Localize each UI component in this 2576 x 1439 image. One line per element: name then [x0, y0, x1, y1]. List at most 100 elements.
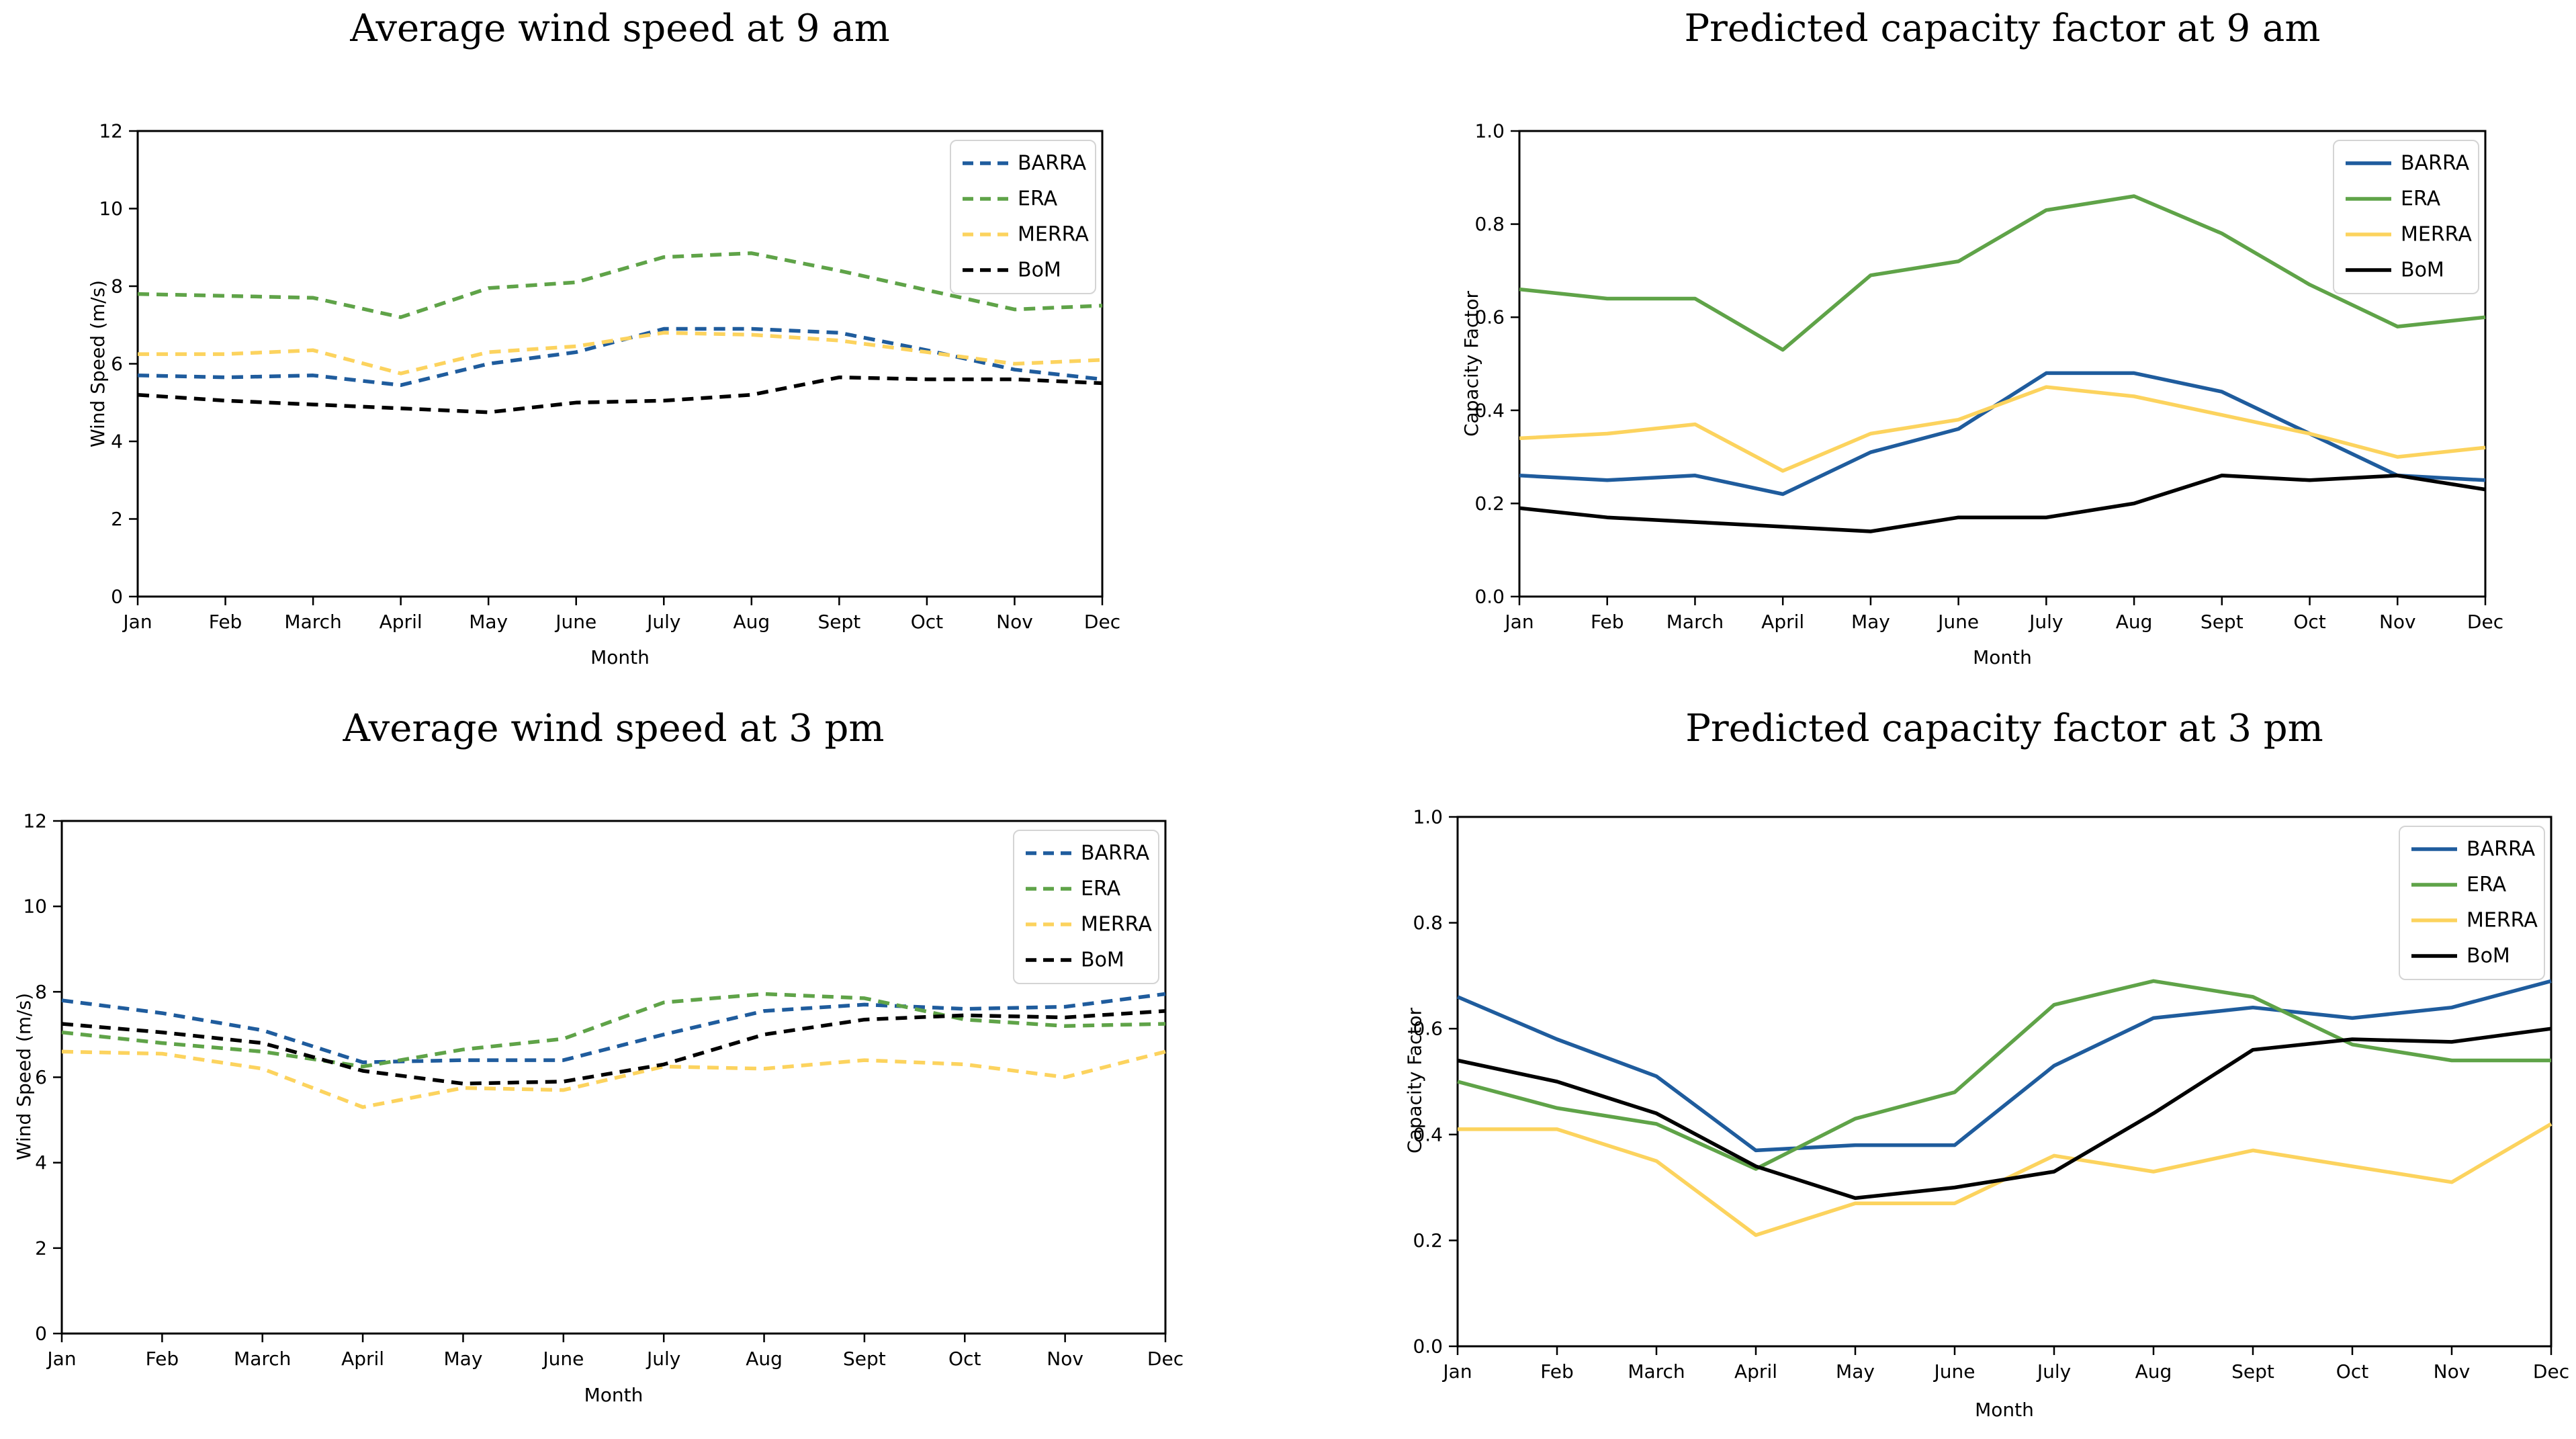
x-tick-label: Dec — [2467, 611, 2503, 633]
legend-entry-bom: BoM — [1026, 949, 1124, 972]
x-tick-label: Feb — [1540, 1360, 1574, 1383]
y-axis-title: Capacity Factor — [1460, 291, 1482, 437]
legend-label: BoM — [2467, 945, 2510, 968]
x-tick-label: Nov — [2434, 1360, 2471, 1383]
x-tick-label: Sept — [843, 1348, 886, 1370]
plot-frame — [60, 820, 1167, 1335]
legend-label: BoM — [1081, 949, 1124, 972]
legend: BARRA ERA MERRA BoM — [2333, 140, 2479, 294]
x-tick-label: March — [234, 1348, 291, 1370]
x-tick-label: July — [646, 1348, 680, 1370]
series-line-merra — [61, 1049, 1166, 1109]
series-line-barra — [1519, 371, 2486, 496]
wind-3pm-plot: Jan Feb March April May June July Aug Sept Oct Nov… — [23, 810, 1184, 1370]
x-tick-label: June — [1937, 611, 1979, 633]
x-tick-label: July — [646, 611, 680, 633]
x-axis-title: Month — [1975, 1399, 2034, 1421]
x-tick-label: Sept — [2201, 611, 2244, 633]
x-tick-label: Jan — [46, 1348, 76, 1370]
x-tick-label: Dec — [1147, 1348, 1184, 1370]
x-tick-label: May — [469, 611, 508, 633]
legend-label: BARRA — [2467, 838, 2536, 861]
legend-entry-merra: MERRA — [2411, 909, 2538, 932]
y-tick-label: 0.4 — [1474, 399, 1505, 421]
legend-entry-barra: BARRA — [2411, 838, 2536, 861]
x-tick-label: Sept — [817, 611, 860, 633]
legend-entry-barra: BARRA — [2346, 152, 2470, 175]
y-tick-label: 0.0 — [1413, 1336, 1443, 1358]
series-line-barra — [61, 992, 1166, 1064]
y-tick-label: 10 — [23, 896, 47, 918]
capacity-9am-plot: Jan Feb March April May June July Aug Sept Oct Nov… — [1474, 120, 2503, 633]
y-tick-label: 6 — [111, 353, 123, 375]
plot-frame — [1456, 816, 2552, 1348]
series-line-barra — [1456, 979, 2552, 1153]
x-tick-label: June — [1933, 1360, 1975, 1383]
x-tick-label: Jan — [1441, 1360, 1472, 1383]
series-line-bom — [1457, 1027, 2552, 1201]
x-tick-label: Jan — [122, 611, 152, 633]
series-line-era — [1519, 194, 2486, 352]
x-tick-label: Oct — [2336, 1360, 2368, 1383]
series-line-merra — [138, 331, 1103, 376]
legend-entry-era: ERA — [2346, 187, 2441, 211]
x-tick-label: May — [1836, 1360, 1875, 1383]
chart-title-capacity-9am: Predicted capacity factor at 9 am — [1684, 7, 2321, 50]
x-tick-label: Oct — [948, 1348, 981, 1370]
x-tick-label: March — [284, 611, 341, 633]
x-tick-label: Nov — [996, 611, 1033, 633]
y-tick-label: 0.2 — [1413, 1229, 1443, 1252]
y-tick-label: 0.2 — [1474, 492, 1505, 515]
legend-label: MERRA — [1018, 223, 1089, 247]
legend-label: ERA — [2401, 187, 2441, 211]
chart-panel-capacity-9am: Predicted capacity factor at 9 am Jan Feb… — [1290, 0, 2576, 699]
series-line-era — [1457, 979, 2551, 1171]
x-tick-label: June — [541, 1348, 584, 1370]
legend-entry-merra: MERRA — [1026, 913, 1152, 936]
legend: BARRA ERA MERRA BoM — [2399, 826, 2545, 980]
x-tick-label: Feb — [146, 1348, 179, 1370]
legend-label: BoM — [2401, 259, 2444, 282]
legend-label: ERA — [2467, 873, 2507, 897]
x-tick-label: Sept — [2231, 1360, 2274, 1383]
capacity-3pm-plot: Jan Feb March April May June July Aug Sept Oct Nov… — [1413, 806, 2569, 1383]
legend-entry-era: ERA — [963, 187, 1058, 211]
y-tick-label: 10 — [99, 198, 123, 220]
series-line-era — [61, 992, 1166, 1069]
y-tick-label: 8 — [35, 981, 47, 1003]
legend-box — [2399, 826, 2545, 980]
y-tick-label: 2 — [35, 1237, 47, 1259]
y-tick-label: 8 — [111, 275, 123, 298]
legend-label: BARRA — [1081, 842, 1150, 865]
chart-panel-wind-3pm: Average wind speed at 3 pm Jan Feb March Ap… — [0, 699, 1290, 1439]
y-tick-label: 4 — [111, 431, 123, 453]
legend-entry-era: ERA — [2411, 873, 2507, 897]
legend-entry-barra: BARRA — [1026, 842, 1150, 865]
y-tick-label: 1.0 — [1474, 120, 1505, 142]
x-tick-label: April — [1734, 1360, 1777, 1383]
legend-label: BARRA — [2401, 152, 2470, 175]
x-tick-label: July — [2028, 611, 2063, 633]
x-tick-label: Oct — [911, 611, 943, 633]
wind-9am-plot: Jan Feb March April May June July Aug Sept Oct Nov… — [99, 120, 1120, 633]
x-tick-label: March — [1628, 1360, 1685, 1383]
chart-panel-capacity-3pm: Predicted capacity factor at 3 pm Jan Feb… — [1290, 699, 2576, 1439]
y-tick-label: 0.0 — [1474, 586, 1505, 608]
y-tick-label: 12 — [99, 120, 123, 142]
legend-entry-bom: BoM — [2411, 945, 2510, 968]
y-tick-label: 6 — [35, 1066, 47, 1088]
x-tick-label: April — [341, 1348, 384, 1370]
legend-label: ERA — [1018, 187, 1058, 211]
x-tick-label: July — [2036, 1360, 2071, 1383]
x-tick-label: Aug — [2116, 611, 2153, 633]
legend-box — [2333, 140, 2479, 294]
chart-panel-wind-9am: Average wind speed at 9 am Jan Feb March Ap… — [0, 0, 1290, 699]
y-axis-title: Wind Speed (m/s) — [87, 279, 109, 448]
series-line-bom — [61, 1009, 1166, 1086]
chart-title-capacity-3pm: Predicted capacity factor at 3 pm — [1685, 707, 2323, 750]
x-axis-title: Month — [584, 1384, 643, 1406]
legend-box — [950, 140, 1096, 294]
x-axis-title: Month — [590, 646, 650, 668]
y-tick-label: 2 — [111, 508, 123, 530]
x-tick-label: Aug — [746, 1348, 783, 1370]
